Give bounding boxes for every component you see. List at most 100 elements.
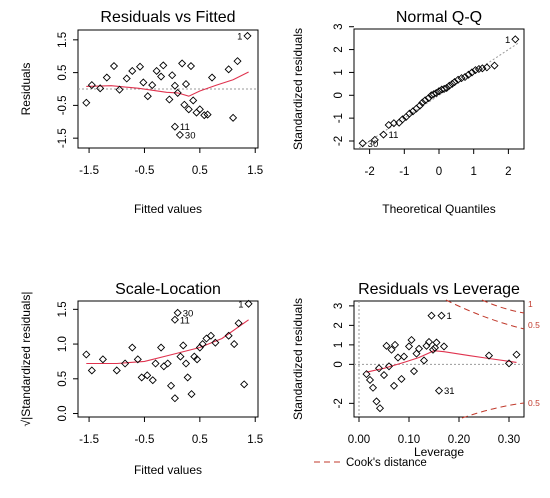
x-tick-label: 0.5 — [192, 165, 208, 177]
data-point — [428, 345, 438, 354]
data-point — [224, 65, 233, 74]
data-point — [362, 370, 371, 379]
data-point — [427, 311, 436, 320]
y-tick-label: 1.5 — [57, 32, 69, 48]
data-point — [173, 308, 182, 317]
x-tick-label: 0.5 — [192, 434, 208, 446]
y-tick-label: -2 — [333, 136, 345, 146]
data-point — [96, 84, 105, 93]
data-point — [448, 79, 457, 88]
y-tick-label: 1 — [333, 342, 345, 348]
smoother-line — [86, 319, 249, 365]
chart-title: Scale-Location — [115, 281, 221, 298]
panel-0: Residuals vs Fitted Fitted values Residual… — [19, 9, 263, 216]
cooks-contour-1 — [481, 299, 525, 314]
data-point — [152, 66, 161, 76]
data-point — [128, 343, 137, 352]
panel-1: Normal Q-Q Theoretical Quantiles Standardi… — [291, 9, 525, 216]
x-tick-label: -2 — [364, 166, 374, 178]
data-point — [176, 352, 185, 361]
data-point — [203, 110, 212, 119]
x-tick-label: 0 — [436, 166, 442, 178]
data-point — [180, 100, 189, 109]
data-point — [139, 78, 148, 87]
x-tick-label: 1.5 — [247, 165, 263, 177]
chart-title: Residuals vs Leverage — [358, 281, 520, 298]
data-point — [115, 85, 124, 94]
data-point — [460, 72, 470, 82]
cooks-contour-05-lower — [461, 402, 525, 419]
point-label: 1 — [505, 35, 510, 46]
y-tick-label: 0.5 — [57, 371, 69, 387]
data-point — [474, 64, 483, 74]
point-label: 30 — [368, 139, 379, 150]
y-axis-label: Standardized residuals — [291, 298, 305, 420]
smoother-line — [366, 350, 517, 373]
y-tick-label: 1.5 — [57, 301, 69, 317]
data-point — [112, 366, 121, 375]
data-point — [181, 359, 191, 368]
data-point — [445, 81, 454, 90]
cooks-contour-label: 1 — [528, 299, 533, 309]
y-tick-label: -0.5 — [57, 95, 69, 115]
data-point — [482, 63, 491, 72]
data-point — [121, 359, 130, 368]
data-point — [389, 381, 399, 390]
data-point — [165, 95, 174, 104]
data-point — [206, 331, 215, 340]
point-label: 11 — [180, 315, 190, 326]
y-tick-label: 2 — [333, 322, 345, 328]
data-point — [192, 108, 201, 117]
y-axis-label: Residuals — [19, 63, 33, 116]
data-point — [170, 81, 179, 90]
data-point — [374, 364, 384, 373]
point-label: 11 — [388, 130, 398, 141]
x-tick-label: -1.5 — [79, 165, 99, 177]
data-point — [407, 335, 416, 345]
point-label: 30 — [185, 130, 196, 141]
data-point — [429, 90, 438, 99]
data-point — [430, 343, 440, 352]
data-point — [178, 59, 187, 68]
smoother-line — [86, 71, 249, 97]
cooks-contour-label: 0.5 — [528, 320, 540, 330]
data-point — [98, 355, 107, 364]
data-point — [198, 340, 207, 349]
panel-2: Scale-Location Fitted values √|Standardize… — [19, 281, 263, 477]
data-point — [148, 376, 157, 385]
data-point — [437, 311, 446, 320]
data-point — [393, 353, 403, 362]
data-point — [412, 349, 421, 358]
data-point — [504, 359, 514, 368]
y-tick-label: 1 — [333, 69, 345, 75]
data-point — [157, 343, 166, 352]
data-point — [170, 394, 179, 403]
data-point — [457, 74, 466, 83]
data-point — [186, 62, 196, 71]
y-tick-label: 3 — [333, 303, 345, 309]
data-point — [415, 101, 424, 110]
data-point — [159, 61, 168, 70]
chart-title: Normal Q-Q — [396, 9, 482, 26]
data-point — [183, 373, 192, 382]
data-point — [464, 70, 473, 79]
data-point — [102, 73, 111, 82]
data-point — [384, 362, 394, 371]
data-point — [82, 350, 91, 359]
x-axis-label: Leverage — [414, 445, 464, 459]
data-point — [244, 299, 253, 308]
data-point — [471, 66, 480, 75]
plot-frame — [353, 300, 525, 418]
data-point — [170, 122, 179, 131]
data-point — [189, 96, 198, 105]
data-point — [419, 356, 429, 365]
data-point — [409, 367, 419, 376]
data-point — [157, 72, 166, 81]
cooks-contour-05-upper — [445, 299, 525, 330]
data-point — [87, 81, 96, 90]
y-tick-label: -2 — [333, 398, 345, 408]
data-point — [179, 341, 188, 350]
y-tick-label: -1.5 — [57, 128, 69, 148]
data-point — [175, 130, 184, 139]
data-point — [512, 350, 521, 359]
